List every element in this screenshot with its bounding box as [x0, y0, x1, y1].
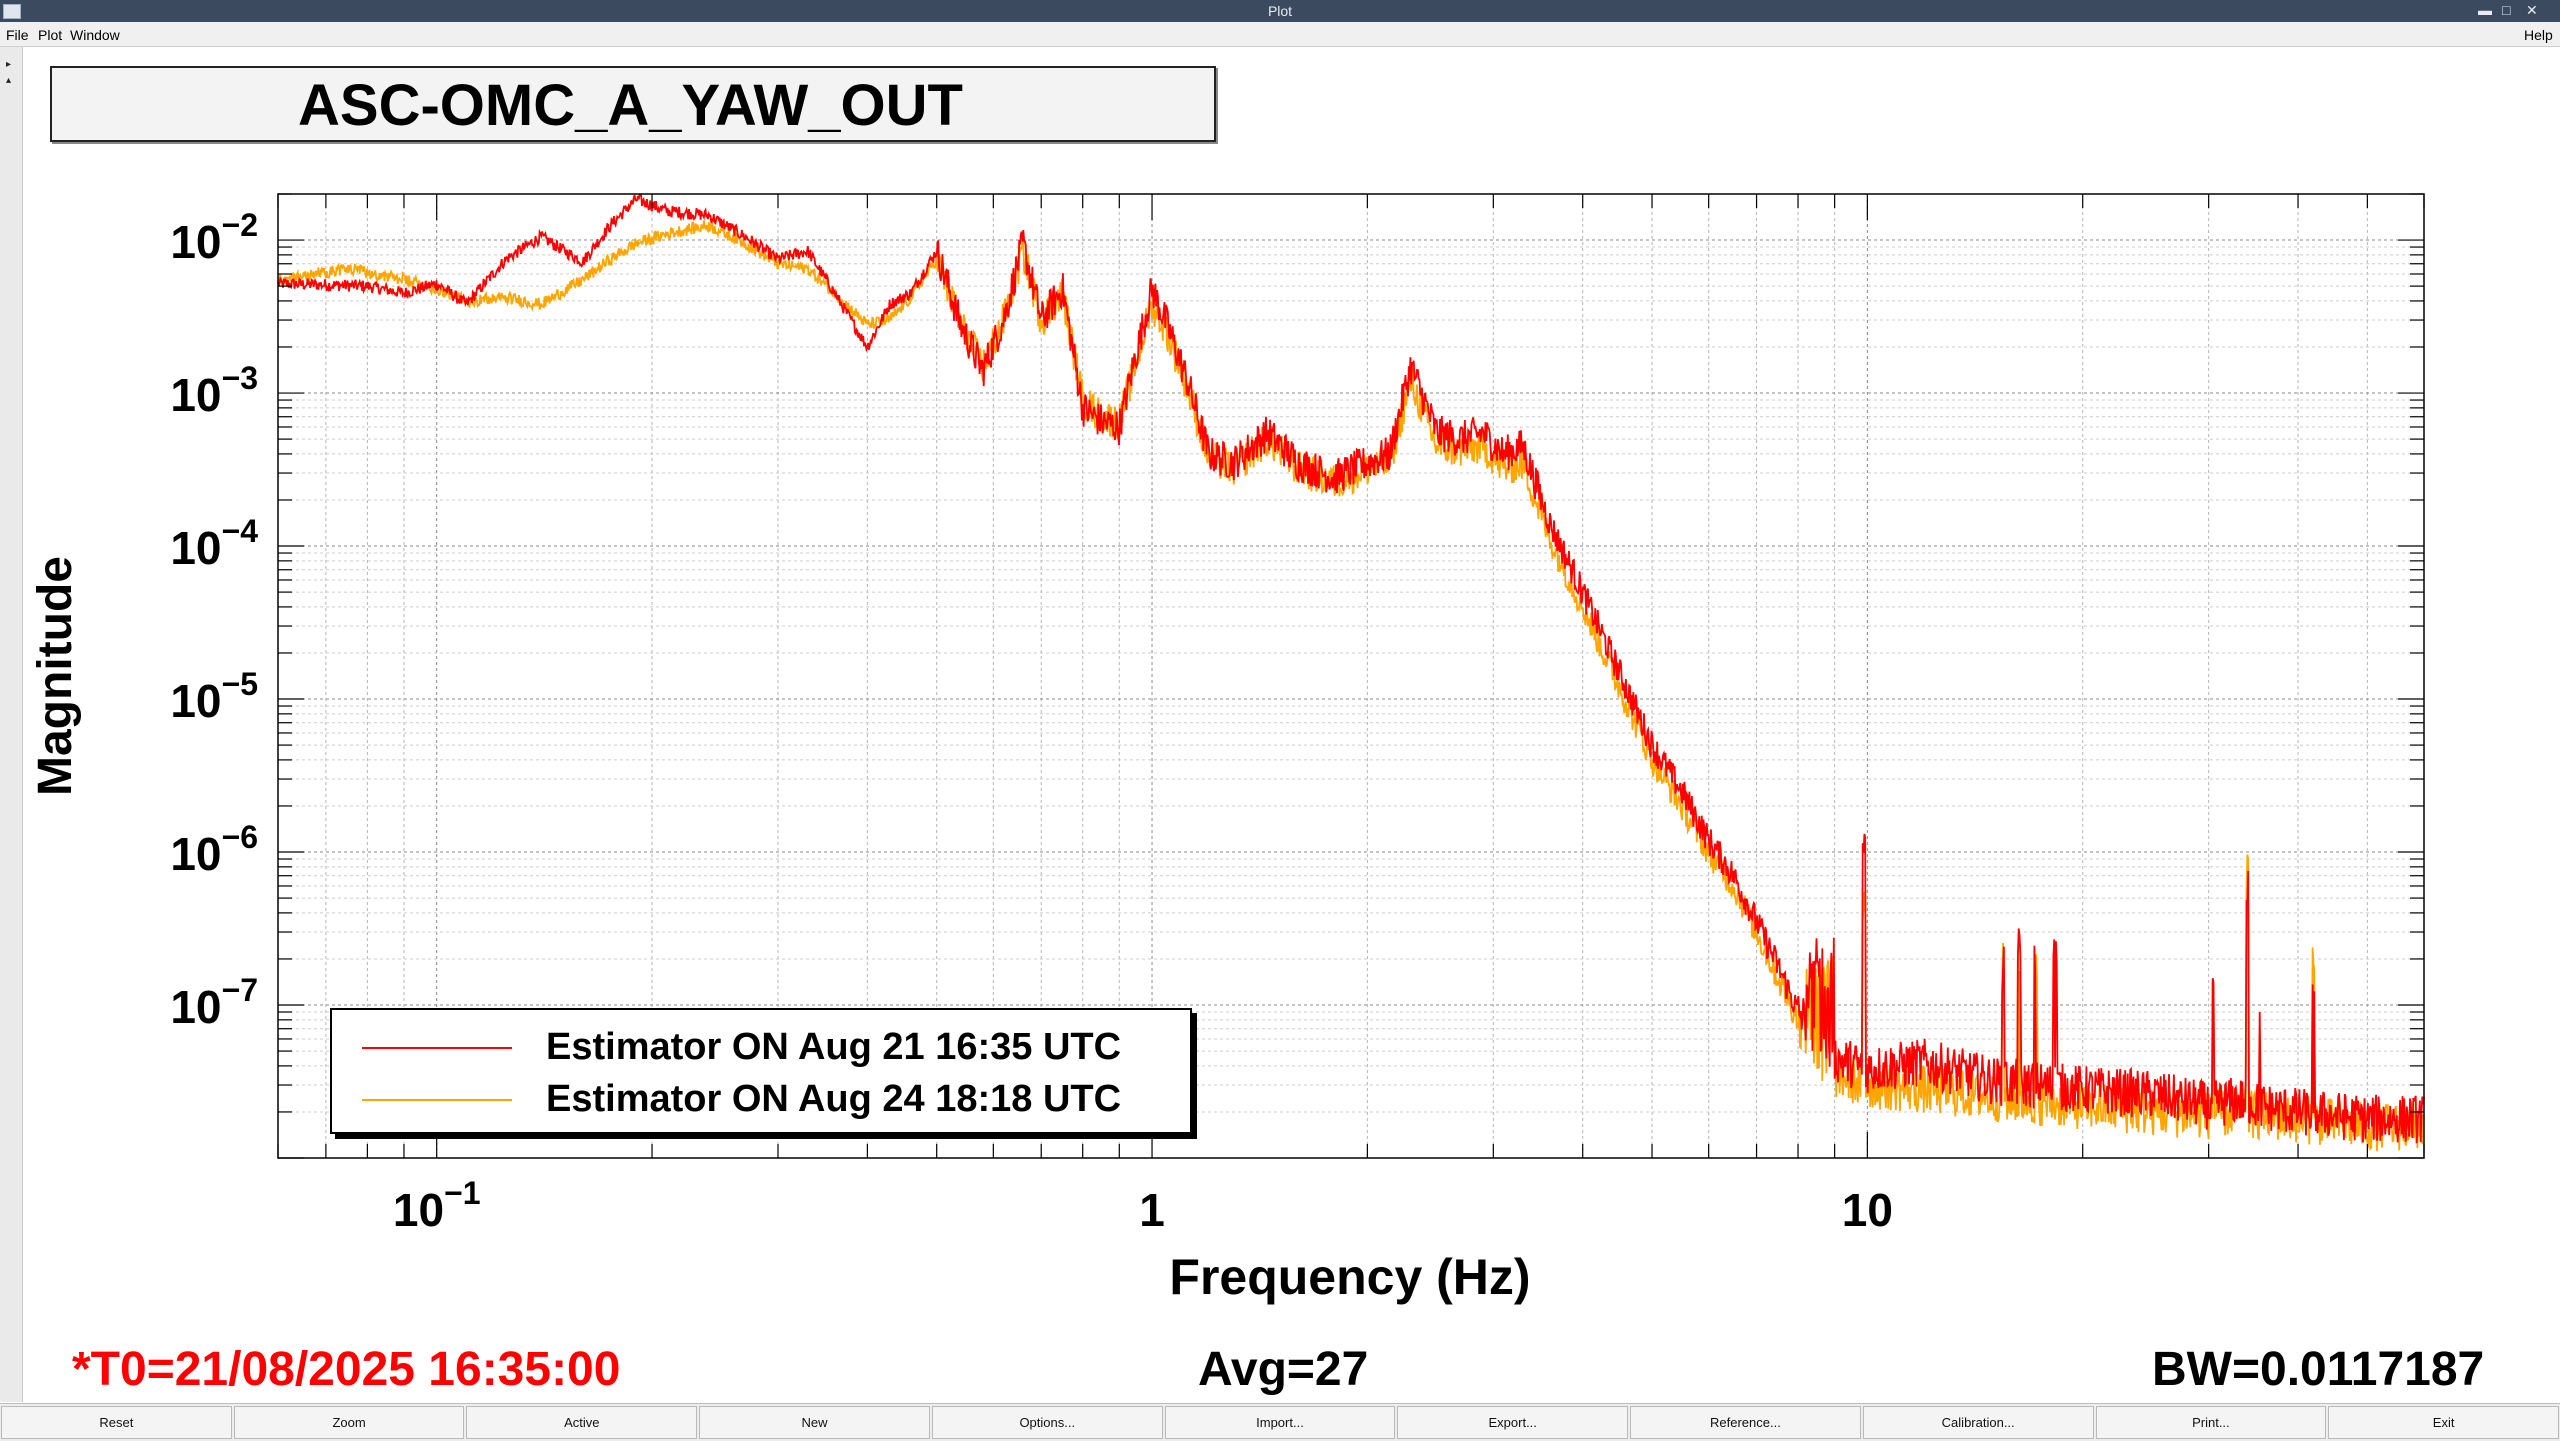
- close-icon[interactable]: ✕: [2526, 2, 2538, 18]
- window-titlebar: Plot ▬ □ ✕: [0, 0, 2560, 22]
- y-axis-label: Magnitude: [29, 556, 82, 796]
- y-tick-label: 10−7: [170, 972, 258, 1033]
- exit-button[interactable]: Exit: [2328, 1406, 2559, 1439]
- x-tick-label: 1: [1139, 1184, 1165, 1236]
- reference-button[interactable]: Reference...: [1630, 1406, 1861, 1439]
- legend-label-2: Estimator ON Aug 24 18:18 UTC: [546, 1078, 1122, 1120]
- tick-layer: 10−2 10−3 10−4 10−5 10−6 10−7 10−1 1 10: [170, 193, 2425, 1236]
- legend-swatch-2: [362, 1099, 512, 1101]
- y-tick-label: 10−2: [170, 207, 258, 268]
- plot-frame: [277, 193, 2425, 1159]
- series-line-1: [277, 194, 2425, 1144]
- bandwidth-label: BW=0.0117187: [2152, 1343, 2485, 1396]
- legend-label-1: Estimator ON Aug 21 16:35 UTC: [546, 1026, 1122, 1068]
- plot-title: ASC-OMC_A_YAW_OUT: [298, 73, 963, 138]
- new-button[interactable]: New: [699, 1406, 930, 1439]
- options-button[interactable]: Options...: [931, 1406, 1163, 1439]
- calibration-button[interactable]: Calibration...: [1862, 1406, 2094, 1439]
- menu-window[interactable]: Window: [70, 27, 120, 43]
- side-panel-toggle-bar: ▸ ▴: [0, 47, 23, 1402]
- y-tick-label: 10−6: [170, 819, 258, 880]
- button-bar: Reset Zoom Active New Options... Import... Exp…: [0, 1403, 2560, 1441]
- x-tick-label: 10: [1842, 1184, 1893, 1236]
- legend-entry-1: Estimator ON Aug 21 16:35 UTC: [332, 1022, 1190, 1072]
- minimize-icon[interactable]: ▬: [2478, 2, 2492, 18]
- x-tick-label: 10−1: [393, 1175, 481, 1236]
- reset-button[interactable]: Reset: [1, 1406, 232, 1439]
- expand-up-icon[interactable]: ▴: [6, 75, 12, 86]
- zoom-button[interactable]: Zoom: [233, 1406, 465, 1439]
- plot-area: [278, 194, 2424, 1158]
- print-button[interactable]: Print...: [2095, 1406, 2327, 1439]
- y-tick-label: 10−3: [170, 360, 258, 421]
- series-layer: [277, 194, 2425, 1152]
- app-icon: [3, 4, 21, 19]
- menu-file[interactable]: File: [6, 27, 29, 43]
- active-button[interactable]: Active: [466, 1406, 698, 1439]
- plot-title-box: ASC-OMC_A_YAW_OUT: [50, 66, 1216, 142]
- menubar: File Plot Window Help: [0, 22, 2560, 47]
- export-button[interactable]: Export...: [1397, 1406, 1629, 1439]
- t0-label: *T0=21/08/2025 16:35:00: [72, 1343, 621, 1396]
- legend-entry-2: Estimator ON Aug 24 18:18 UTC: [332, 1074, 1190, 1124]
- y-tick-label: 10−5: [170, 666, 258, 727]
- import-button[interactable]: Import...: [1164, 1406, 1396, 1439]
- expand-right-icon[interactable]: ▸: [6, 59, 12, 70]
- maximize-icon[interactable]: □: [2502, 2, 2511, 18]
- x-axis-label: Frequency (Hz): [1169, 1249, 1531, 1305]
- y-tick-label: 10−4: [170, 513, 258, 574]
- window-title: Plot: [1267, 3, 1293, 19]
- menu-plot[interactable]: Plot: [38, 27, 63, 43]
- legend-swatch-1: [362, 1047, 512, 1049]
- menu-help[interactable]: Help: [2524, 27, 2553, 43]
- legend[interactable]: Estimator ON Aug 21 16:35 UTC Estimator …: [330, 1008, 1192, 1134]
- avg-label: Avg=27: [1198, 1343, 1369, 1396]
